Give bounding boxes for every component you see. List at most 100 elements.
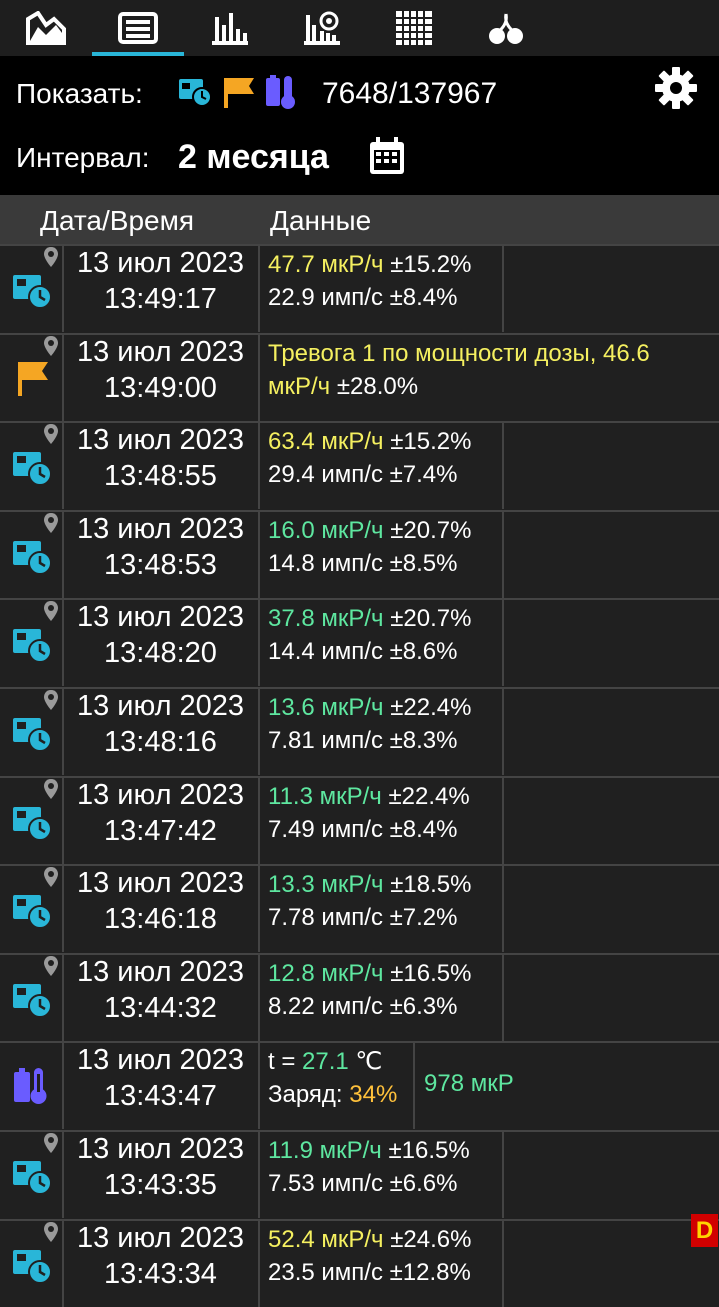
column-divider [258, 422, 260, 509]
device-status-filter-icon[interactable] [264, 74, 300, 110]
table-row[interactable]: 13 июл 2023 13:48:53 16.0 мкР/ч ±20.7% 14.8… [0, 511, 719, 598]
count-rate-value: 7.49 имп/с ±8.4% [268, 816, 458, 843]
dose-rate-value: 47.7 мкР/ч [268, 251, 384, 278]
row-date: 13 июл 2023 [76, 1222, 245, 1254]
row-divider [0, 953, 719, 955]
row-time: 13:43:47 [104, 1080, 217, 1112]
alarm-flag-filter-icon[interactable] [222, 76, 256, 108]
tab-histogram[interactable] [184, 0, 276, 56]
row-datetime: 13 июл 2023 13:47:42 [63, 777, 258, 864]
dose-total-value: 978 мкР [424, 1070, 514, 1097]
dose-rate-error: ±16.5% [381, 1137, 470, 1164]
table-row[interactable]: 13 июл 2023 13:48:55 63.4 мкР/ч ±15.2% 29.4… [0, 422, 719, 509]
column-data[interactable]: Данные [270, 205, 372, 236]
location-pin-icon [44, 601, 58, 621]
table-row[interactable]: 13 июл 2023 13:44:32 12.8 мкР/ч ±16.5% 8.22… [0, 954, 719, 1041]
tab-spectrum[interactable] [276, 0, 368, 56]
column-divider [258, 688, 260, 775]
tab-log[interactable] [92, 0, 184, 56]
dose-rate-error: ±20.7% [383, 517, 472, 544]
measurement-icon [13, 1161, 52, 1195]
count-rate-value: 14.8 имп/с ±8.5% [268, 550, 458, 577]
row-datetime: 13 июл 2023 13:44:32 [63, 954, 258, 1041]
location-pin-icon [44, 424, 58, 444]
tab-grid[interactable] [368, 0, 460, 56]
column-datetime[interactable]: Дата/Время [40, 205, 195, 236]
row-data: 37.8 мкР/ч ±20.7% 14.4 имп/с ±8.6% [260, 599, 502, 686]
debug-badge: D [691, 1214, 718, 1247]
row-date: 13 июл 2023 [76, 601, 245, 633]
row-divider [0, 864, 719, 866]
column-divider [62, 1042, 64, 1129]
row-divider [0, 244, 719, 246]
row-data: 16.0 мкР/ч ±20.7% 14.8 имп/с ±8.5% [260, 511, 502, 598]
table-row[interactable]: 13 июл 2023 13:46:18 13.3 мкР/ч ±18.5% 7.78… [0, 865, 719, 952]
row-divider [0, 421, 719, 423]
table-row[interactable]: 13 июл 2023 13:47:42 11.3 мкР/ч ±22.4% 7.49… [0, 777, 719, 864]
row-type-cell [0, 422, 63, 509]
count-rate-value: 7.53 имп/с ±6.6% [268, 1170, 458, 1197]
row-data: 47.7 мкР/ч ±15.2% 22.9 имп/с ±8.4% [260, 245, 502, 332]
table-row[interactable]: 13 июл 2023 13:49:00 Тревога 1 по мощности… [0, 334, 719, 421]
count-rate-value: 14.4 имп/с ±8.6% [268, 638, 458, 665]
row-data: 63.4 мкР/ч ±15.2% 29.4 имп/с ±7.4% [260, 422, 502, 509]
grid-icon [396, 11, 432, 45]
row-date: 13 июл 2023 [76, 690, 245, 722]
temp-unit: ℃ [348, 1048, 383, 1075]
row-datetime: 13 июл 2023 13:43:34 [63, 1220, 258, 1307]
row-date: 13 июл 2023 [76, 1044, 245, 1076]
count-rate-value: 7.78 имп/с ±7.2% [268, 904, 458, 931]
tab-bar [0, 0, 719, 56]
column-divider [258, 777, 260, 864]
charge-label: Заряд: [268, 1081, 350, 1108]
column-divider [258, 1042, 260, 1129]
table-row[interactable]: 13 июл 2023 13:43:47 t = 27.1 ℃ Заряд: 34% 9… [0, 1042, 719, 1129]
row-data: t = 27.1 ℃ Заряд: 34% [260, 1042, 414, 1129]
charge-value: 34% [349, 1081, 398, 1108]
table-row[interactable]: 13 июл 2023 13:49:17 47.7 мкР/ч ±15.2% 22.9… [0, 245, 719, 332]
column-divider [502, 1220, 504, 1307]
bar-chart-icon [212, 13, 248, 45]
count-rate-value: 29.4 имп/с ±7.4% [268, 461, 458, 488]
column-divider [502, 954, 504, 1041]
table-row[interactable]: 13 июл 2023 13:43:35 11.9 мкР/ч ±16.5% 7.53… [0, 1131, 719, 1218]
column-divider [62, 245, 64, 332]
interval-value[interactable]: 2 месяца [178, 138, 329, 176]
dose-rate-value: 16.0 мкР/ч [268, 517, 384, 544]
show-label: Показать: [16, 78, 143, 109]
column-header: Дата/Время Данные [0, 195, 719, 245]
row-type-cell [0, 1042, 63, 1129]
row-datetime: 13 июл 2023 13:49:17 [63, 245, 258, 332]
dose-rate-value: 63.4 мкР/ч [268, 428, 384, 455]
row-type-cell [0, 865, 63, 952]
row-datetime: 13 июл 2023 13:48:16 [63, 688, 258, 775]
column-divider [62, 865, 64, 952]
dose-rate-error: ±18.5% [383, 871, 472, 898]
dose-rate-error: ±20.7% [383, 605, 472, 632]
row-time: 13:47:42 [104, 815, 217, 847]
table-row[interactable]: 13 июл 2023 13:48:20 37.8 мкР/ч ±20.7% 14.4… [0, 599, 719, 686]
measurement-filter-icon[interactable] [178, 76, 214, 108]
table-row[interactable]: 13 июл 2023 13:43:34 52.4 мкР/ч ±24.6% 23.5… [0, 1220, 719, 1307]
tab-radiation[interactable] [460, 0, 552, 56]
row-divider [0, 333, 719, 335]
count-rate-value: 23.5 имп/с ±12.8% [268, 1259, 471, 1286]
gear-icon[interactable] [654, 66, 698, 110]
row-datetime: 13 июл 2023 13:43:47 [63, 1042, 258, 1129]
column-divider [502, 422, 504, 509]
table-row[interactable]: 13 июл 2023 13:48:16 13.6 мкР/ч ±22.4% 7.81… [0, 688, 719, 775]
column-divider [502, 599, 504, 686]
dose-rate-value: 13.3 мкР/ч [268, 871, 384, 898]
dose-rate-error: ±24.6% [383, 1226, 472, 1253]
row-date: 13 июл 2023 [76, 1133, 245, 1165]
row-type-cell [0, 334, 63, 421]
measurement-icon [13, 629, 52, 663]
tab-chart[interactable] [0, 0, 92, 56]
column-divider [258, 954, 260, 1041]
alarm-error: ±28.0% [330, 373, 419, 400]
calendar-icon[interactable] [368, 136, 406, 176]
row-time: 13:48:55 [104, 460, 217, 492]
column-divider [62, 1220, 64, 1307]
row-time: 13:49:00 [104, 372, 217, 404]
temp-label: t = [268, 1048, 303, 1075]
